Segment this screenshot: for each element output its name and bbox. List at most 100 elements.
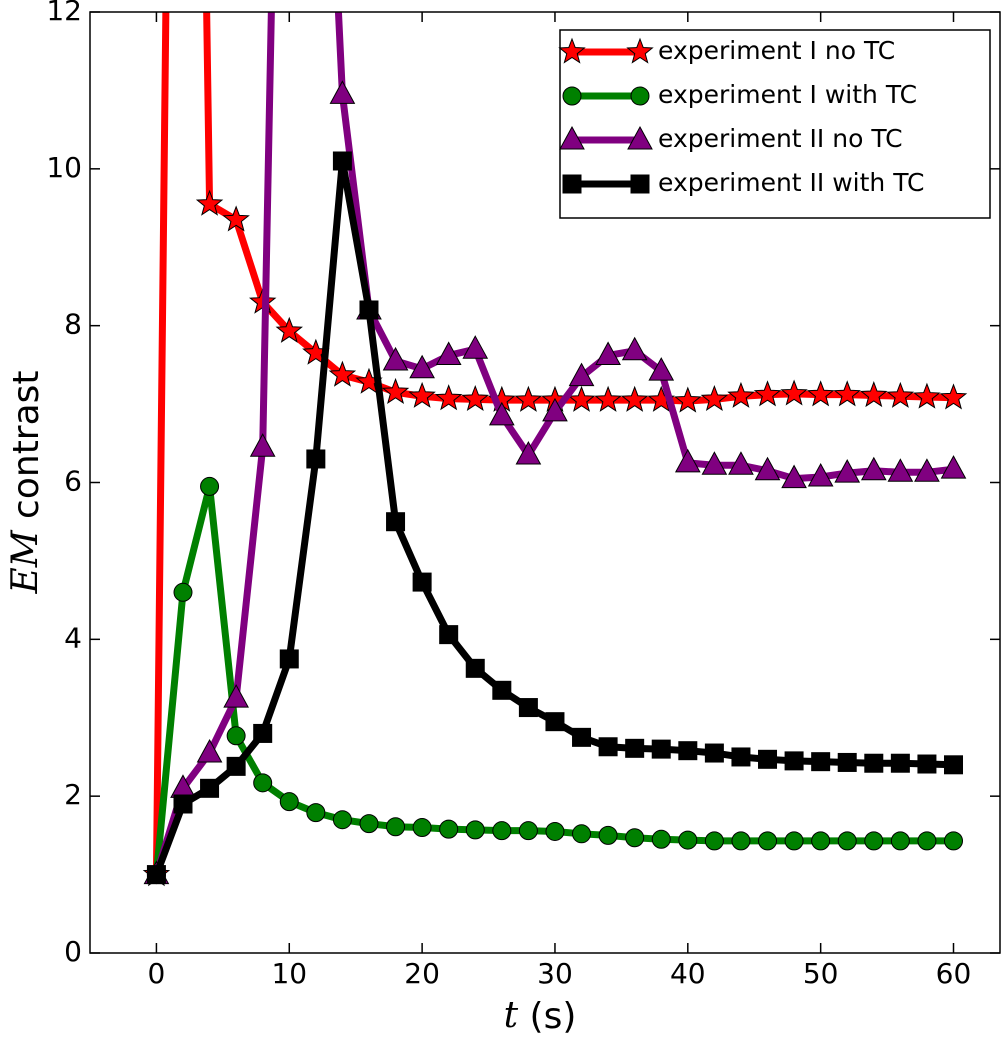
marker — [200, 778, 220, 798]
plot-layer — [142, 12, 968, 887]
marker — [704, 743, 724, 763]
marker — [627, 125, 653, 150]
marker — [542, 397, 568, 422]
marker — [545, 712, 565, 732]
x-label-math: t — [504, 995, 519, 1036]
marker — [625, 828, 645, 848]
marker — [226, 726, 246, 746]
x-tick-label: 10 — [271, 957, 307, 990]
marker — [173, 794, 193, 814]
marker — [279, 649, 299, 669]
marker — [253, 723, 273, 743]
marker — [833, 380, 861, 407]
marker — [731, 747, 751, 767]
marker — [913, 382, 941, 409]
marker — [944, 831, 964, 851]
marker — [562, 86, 582, 106]
marker — [700, 384, 729, 412]
x-tick-label: 60 — [936, 957, 972, 990]
marker — [864, 753, 884, 773]
x-tick-label: 40 — [670, 957, 706, 990]
marker — [781, 464, 807, 489]
marker — [434, 384, 463, 411]
marker — [651, 829, 671, 849]
marker — [386, 512, 406, 532]
marker — [626, 37, 654, 64]
marker — [648, 357, 675, 381]
marker — [329, 80, 356, 104]
marker — [598, 825, 618, 845]
y-tick-label: 2 — [64, 778, 82, 811]
marker — [275, 316, 303, 343]
marker — [811, 752, 831, 772]
legend-label: experiment II with TC — [658, 168, 924, 197]
marker — [625, 738, 645, 758]
marker — [359, 814, 379, 834]
marker — [514, 385, 543, 412]
marker — [439, 625, 459, 645]
marker — [492, 821, 512, 841]
x-tick-label: 30 — [537, 957, 573, 990]
marker — [558, 37, 586, 64]
marker — [412, 818, 432, 838]
marker — [461, 384, 489, 412]
marker — [780, 379, 808, 406]
marker — [568, 362, 595, 387]
marker — [332, 810, 352, 830]
y-axis-label: EM contrast — [5, 370, 47, 594]
marker — [944, 755, 964, 775]
marker — [701, 451, 728, 475]
marker — [620, 385, 649, 412]
marker — [559, 125, 585, 150]
marker — [195, 189, 224, 216]
y-tick-label: 8 — [64, 308, 82, 341]
marker — [595, 341, 621, 365]
marker — [328, 360, 357, 387]
marker — [860, 381, 888, 408]
legend-label: experiment I no TC — [658, 36, 895, 65]
marker — [435, 341, 462, 365]
marker — [381, 377, 410, 404]
marker — [488, 401, 515, 426]
marker — [890, 831, 910, 851]
marker — [173, 582, 193, 602]
marker — [439, 819, 459, 839]
marker — [811, 831, 831, 851]
marker — [837, 831, 857, 851]
marker — [572, 727, 592, 747]
marker — [784, 831, 804, 851]
marker — [728, 451, 754, 475]
marker — [412, 572, 432, 592]
marker — [359, 300, 379, 320]
marker — [594, 385, 622, 412]
marker — [834, 459, 861, 483]
marker — [914, 458, 940, 482]
marker — [890, 753, 910, 773]
y-tick-label: 0 — [64, 935, 82, 968]
marker — [758, 831, 778, 851]
marker — [567, 385, 596, 412]
marker — [462, 335, 489, 359]
marker — [940, 455, 967, 479]
marker — [630, 86, 650, 106]
legend: experiment I no TC experiment I with TC ex… — [558, 29, 991, 219]
marker — [386, 817, 406, 837]
legend-label: experiment I with TC — [658, 80, 917, 109]
marker — [754, 456, 781, 481]
marker — [651, 739, 671, 759]
marker — [806, 380, 835, 407]
marker — [886, 381, 915, 408]
marker — [562, 174, 582, 194]
x-tick-label: 0 — [148, 957, 166, 990]
marker — [409, 354, 435, 379]
marker — [226, 756, 246, 776]
marker — [758, 749, 778, 769]
marker — [630, 174, 650, 194]
marker — [222, 205, 250, 232]
marker — [674, 448, 701, 473]
legend-label: experiment II no TC — [658, 124, 903, 153]
y-label-math: EM — [5, 529, 46, 594]
marker — [678, 741, 698, 761]
marker — [727, 381, 755, 408]
